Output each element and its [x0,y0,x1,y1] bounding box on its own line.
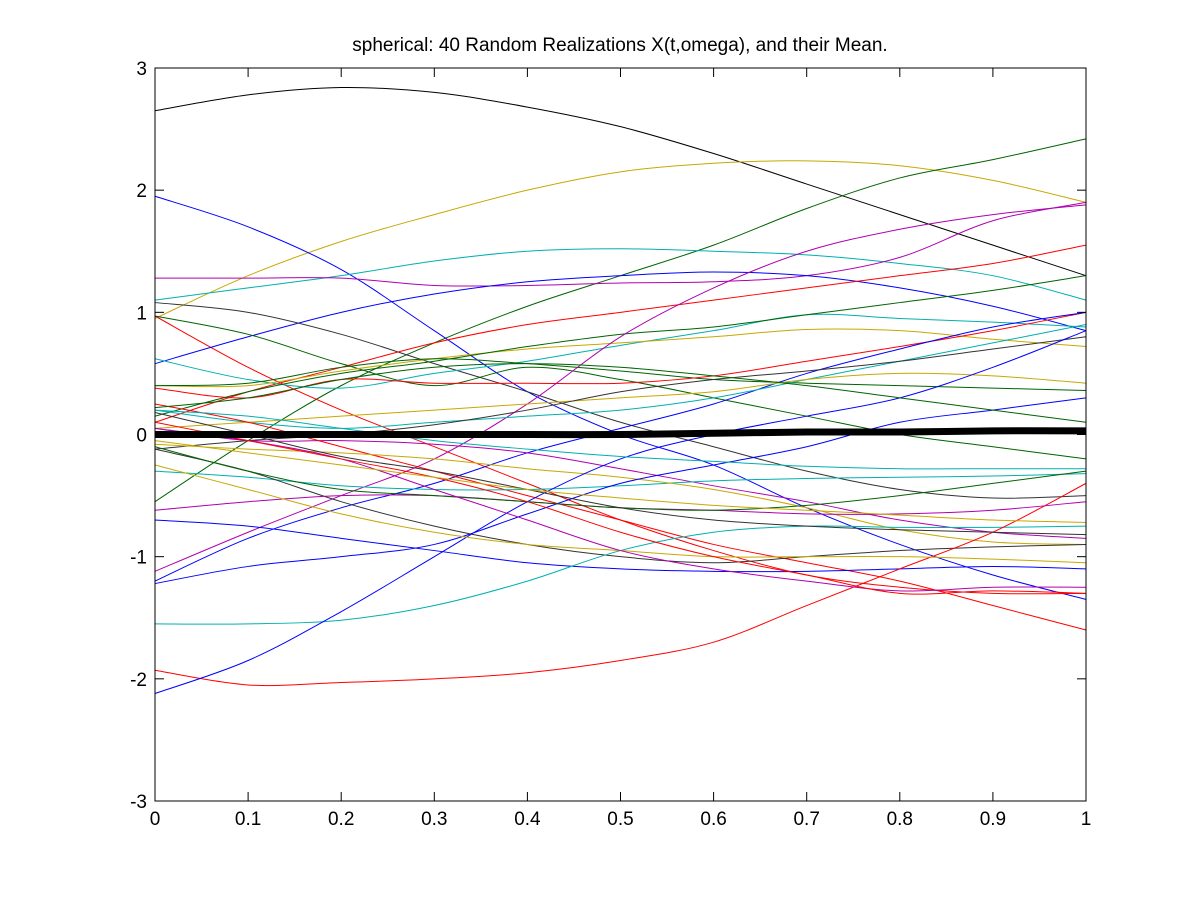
plot-area: 0 0.1 0.2 0.3 0.4 0.5 0.6 0.7 0.8 0.9 1 3 2 1 0 -1 -2 -3 [130,59,1091,830]
realization-line-2 [154,160,1087,319]
x-tick-label: 0.9 [980,809,1006,830]
y-tick-label: 3 [136,59,147,80]
y-axis-ticks: 3 2 1 0 -1 -2 -3 [130,59,1086,813]
x-tick-label: 0.1 [235,809,261,830]
realization-line-40 [154,440,1087,523]
realization-line-7 [154,315,1087,595]
realization-line-19 [154,324,1087,429]
realization-line-30 [154,482,1087,687]
mean-line [155,427,1087,439]
realization-line-35 [154,427,1087,592]
realization-line-25 [154,443,1087,545]
realization-line-10 [154,244,1087,423]
x-tick-label: 0.5 [607,809,633,830]
realization-line-3 [154,138,1087,503]
realization-line-39 [154,363,1087,423]
realization-line-24 [154,470,1087,491]
realization-line-16 [154,275,1087,417]
series-lines [154,86,1087,694]
realization-line-31 [154,330,1087,694]
y-tick-label: 1 [136,303,147,324]
realization-line-28 [154,519,1087,573]
y-tick-label: -2 [130,670,147,691]
realization-line-5 [154,248,1087,301]
x-tick-label: 1 [1081,809,1092,830]
x-tick-label: 0.3 [421,809,447,830]
y-tick-label: 2 [136,181,147,202]
realization-line-13 [154,328,1087,388]
x-axis-ticks: 0 0.1 0.2 0.3 0.4 0.5 0.6 0.7 0.8 0.9 1 [150,68,1092,830]
realization-line-38 [154,409,1086,470]
y-tick-label: 0 [136,426,147,447]
realization-line-12 [154,313,1087,389]
y-tick-label: -3 [130,792,147,813]
y-tick-label: -1 [130,548,147,569]
x-tick-label: 0 [150,809,161,830]
realization-line-37 [154,412,1087,536]
x-tick-label: 0.4 [514,809,541,830]
mean-line-group [155,427,1087,439]
x-tick-label: 0.2 [328,809,354,830]
realization-line-8 [154,271,1087,365]
realization-line-23 [154,403,1087,631]
realization-line-11 [154,315,1087,460]
x-tick-label: 0.7 [793,809,819,830]
realization-line-9 [154,302,1087,499]
realization-line-26 [154,397,1087,585]
chart-title: spherical: 40 Random Realizations X(t,om… [352,35,887,56]
realization-line-18 [154,311,1087,582]
realization-line-6 [155,201,1087,287]
x-tick-label: 0.8 [887,809,913,830]
realization-line-20 [154,372,1087,429]
realization-line-27 [154,448,1087,564]
realization-line-14 [154,358,1087,392]
x-tick-label: 0.6 [700,809,726,830]
realization-line-17 [154,204,1087,572]
realization-line-22 [154,427,1087,539]
realization-line-36 [154,421,1087,595]
